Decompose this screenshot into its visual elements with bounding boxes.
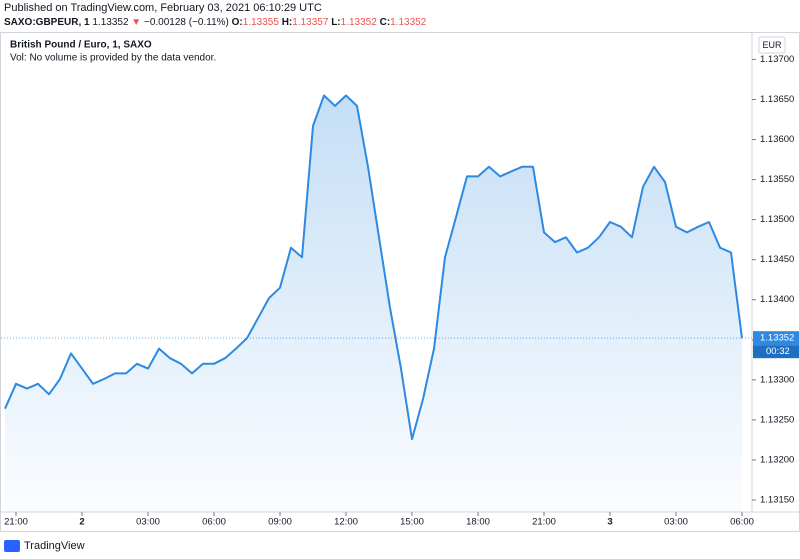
- published: Published on TradingView.com, February 0…: [4, 2, 322, 14]
- direction: ▼: [131, 17, 141, 28]
- y-tick-label: 1.13250: [760, 414, 794, 425]
- currency-box[interactable]: [758, 36, 786, 54]
- last-price-label: 1.13352: [760, 333, 794, 344]
- x-tick-label: 03:00: [664, 517, 688, 528]
- chart-subtitle: Vol: No volume is provided by the data v…: [10, 53, 216, 64]
- x-tick-label: 3: [607, 517, 612, 528]
- y-tick-label: 1.13700: [760, 54, 794, 65]
- open-label: O:: [232, 17, 243, 28]
- open: 1.13355: [243, 17, 280, 28]
- low-label: L:: [331, 17, 340, 28]
- countdown: 00:32: [766, 346, 790, 357]
- area-fill: [5, 95, 742, 512]
- chart-title: British Pound / Euro, 1, SAXO: [10, 40, 152, 51]
- low: 1.13352: [341, 17, 378, 28]
- x-tick-label: 18:00: [466, 517, 490, 528]
- ticker-line: SAXO:GBPEUR, 1 1.13352 ▼ −0.00128 (−0.11…: [4, 17, 427, 28]
- x-tick-label: 06:00: [202, 517, 226, 528]
- x-tick-label: 2: [79, 517, 84, 528]
- close-label: C:: [380, 17, 391, 28]
- brand-logo: [4, 540, 20, 552]
- x-tick-label: 06:00: [730, 517, 754, 528]
- x-tick-label: 21:00: [532, 517, 556, 528]
- x-tick-label: 21:00: [4, 517, 28, 528]
- symbol: SAXO:GBPEUR, 1: [4, 17, 90, 28]
- y-tick-label: 1.13650: [760, 94, 794, 105]
- x-tick-label: 12:00: [334, 517, 358, 528]
- price-line: [4, 94, 743, 441]
- y-tick-label: 1.13300: [760, 374, 794, 385]
- last: 1.13352: [92, 17, 129, 28]
- x-tick-label: 15:00: [400, 517, 424, 528]
- high-label: H:: [282, 17, 293, 28]
- y-tick-label: 1.13200: [760, 454, 794, 465]
- change: −0.00128 (−0.11%): [144, 17, 229, 28]
- y-tick-label: 1.13400: [760, 294, 794, 305]
- y-tick-label: 1.13450: [760, 254, 794, 265]
- high: 1.13357: [292, 17, 329, 28]
- y-tick-label: 1.13150: [760, 495, 794, 506]
- last-price-badge: [753, 331, 799, 346]
- x-tick-label: 03:00: [136, 517, 160, 528]
- y-tick-label: 1.13550: [760, 174, 794, 185]
- close: 1.13352: [390, 17, 427, 28]
- y-tick-label: 1.13500: [760, 214, 794, 225]
- x-tick-label: 09:00: [268, 517, 292, 528]
- y-tick-label: 1.13600: [760, 134, 794, 145]
- brand: TradingView: [24, 540, 85, 552]
- countdown-badge: [753, 345, 799, 359]
- currency: EUR: [762, 40, 782, 50]
